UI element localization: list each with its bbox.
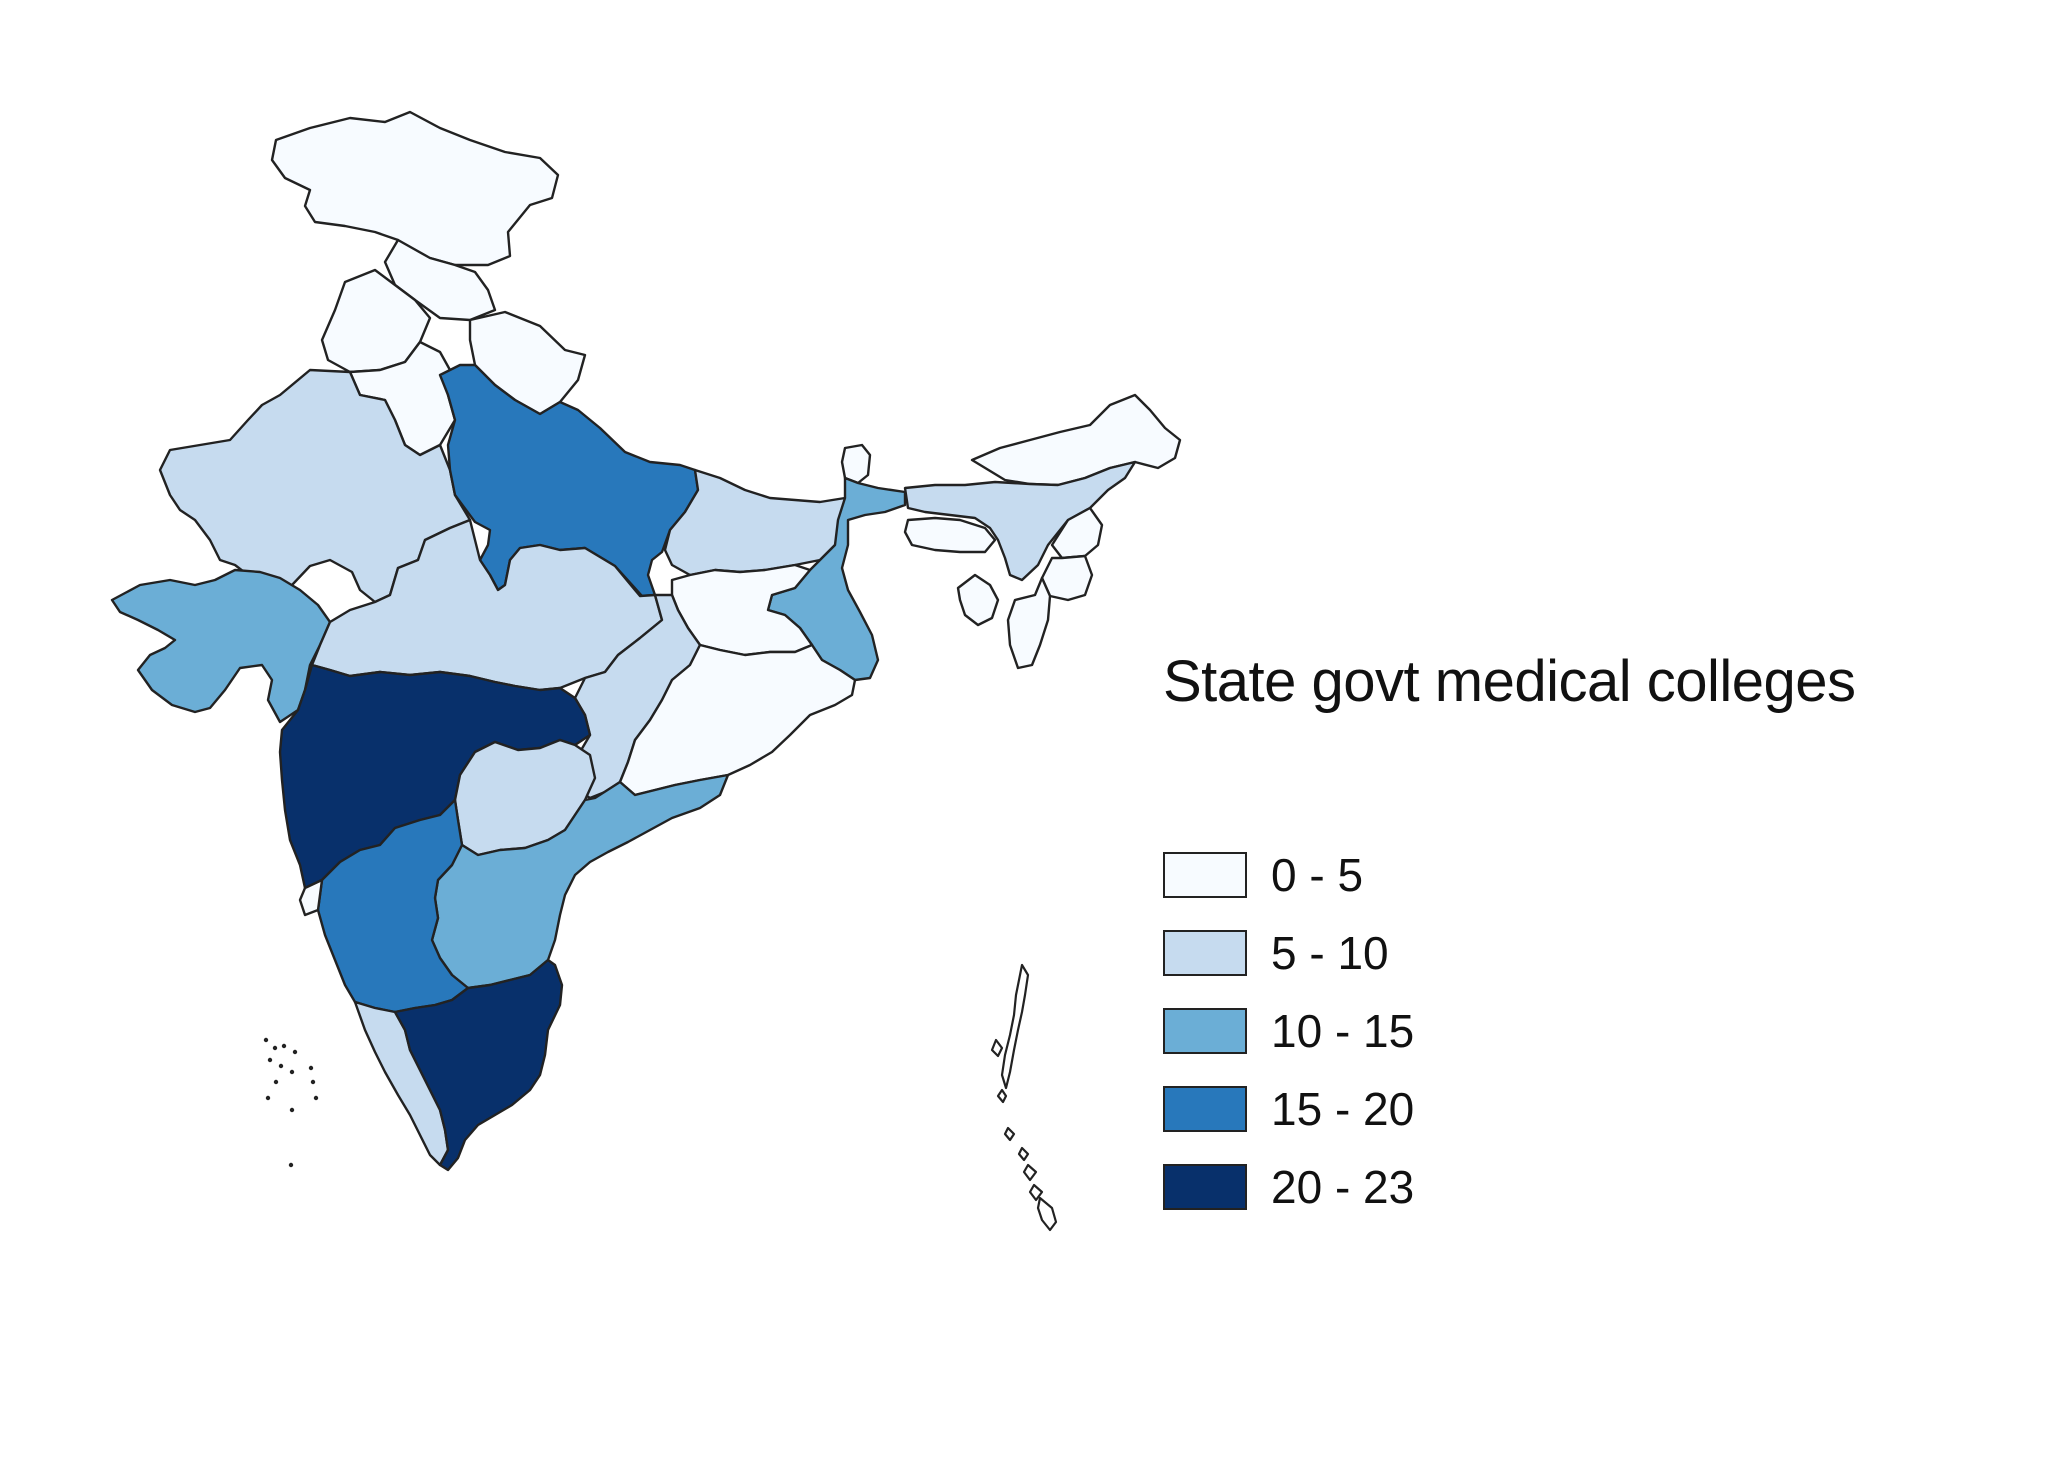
region-mizoram <box>1006 576 1052 670</box>
region-himachal <box>383 238 497 322</box>
legend-label-0: 0 - 5 <box>1271 849 1364 901</box>
legend-row-2: 10 - 15 <box>1163 992 1414 1070</box>
legend-label-1: 5 - 10 <box>1271 927 1389 979</box>
legend-swatch-4 <box>1163 1164 1247 1210</box>
legend-row-4: 20 - 23 <box>1163 1148 1414 1226</box>
legend-swatch-0 <box>1163 852 1247 898</box>
legend-label-2: 10 - 15 <box>1271 1005 1415 1057</box>
legend-swatch-2 <box>1163 1008 1247 1054</box>
lakshadweep-islands <box>263 1037 319 1168</box>
legend-swatch-1 <box>1163 930 1247 976</box>
legend-title: State govt medical colleges <box>1163 649 1856 714</box>
region-odisha <box>618 643 857 797</box>
legend-label-3: 15 - 20 <box>1271 1083 1415 1135</box>
region-meghalaya <box>903 516 997 554</box>
region-tripura <box>956 573 1000 627</box>
legend-row-3: 15 - 20 <box>1163 1070 1414 1148</box>
region-rajasthan <box>158 368 472 604</box>
region-karnataka <box>316 798 470 1014</box>
region-tamil-nadu <box>393 958 564 1172</box>
andaman-nicobar-islands <box>990 963 1058 1232</box>
region-gujarat <box>110 568 332 724</box>
region-nagaland <box>1050 506 1104 560</box>
legend: 0 - 5 5 - 10 10 - 15 15 - 20 20 - 23 <box>1163 836 1414 1226</box>
legend-label-4: 20 - 23 <box>1271 1161 1415 1213</box>
region-jammu-kashmir <box>270 110 560 267</box>
region-arunachal <box>970 393 1182 487</box>
region-sikkim <box>840 443 872 485</box>
legend-swatch-3 <box>1163 1086 1247 1132</box>
region-goa <box>298 878 324 917</box>
legend-row-1: 5 - 10 <box>1163 914 1414 992</box>
legend-row-0: 0 - 5 <box>1163 836 1414 914</box>
